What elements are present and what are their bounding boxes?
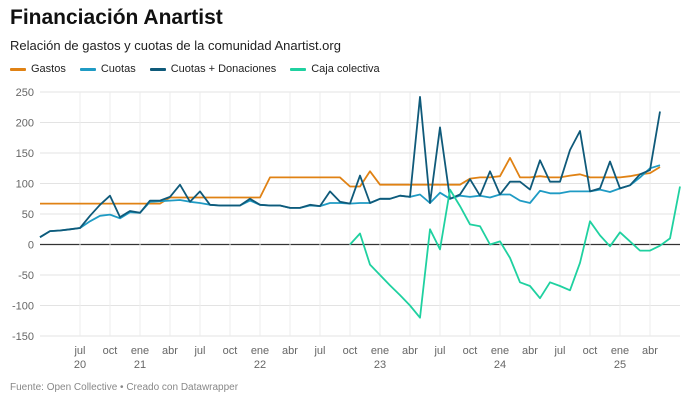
x-tick-label: oct <box>343 345 358 357</box>
legend-swatch-cuotas <box>79 67 96 71</box>
x-tick-label: ene <box>491 345 509 357</box>
y-tick-label: 100 <box>16 179 34 191</box>
x-tick-year-label: 21 <box>134 359 146 371</box>
series-line-gastos <box>40 157 661 205</box>
legend-label-cuotas-donaciones: Cuotas + Donaciones <box>170 63 277 75</box>
y-tick-label: 150 <box>16 148 34 160</box>
chart-source: Fuente: Open Collective • Creado con Dat… <box>10 382 239 393</box>
series-line-cuotas-donaciones <box>39 96 661 238</box>
legend-swatch-cuotas-donaciones <box>149 67 166 71</box>
x-tick-label: oct <box>103 345 118 357</box>
x-tick-label: abr <box>282 345 298 357</box>
legend-item-gastos: Gastos <box>10 63 66 75</box>
x-tick-label: jul <box>553 345 565 357</box>
y-tick-label: 200 <box>16 118 34 130</box>
x-tick-year-label: 23 <box>374 359 386 371</box>
x-tick-label: oct <box>583 345 598 357</box>
x-tick-year-label: 22 <box>254 359 266 371</box>
x-tick-label: ene <box>131 345 149 357</box>
x-tick-year-label: 20 <box>74 359 86 371</box>
legend-label-caja-colectiva: Caja colectiva <box>311 63 380 75</box>
x-tick-label: oct <box>463 345 478 357</box>
x-tick-label: jul <box>73 345 85 357</box>
legend-swatch-gastos <box>10 67 26 71</box>
y-tick-label: 250 <box>16 87 34 99</box>
legend-label-gastos: Gastos <box>31 63 66 75</box>
x-tick-label: oct <box>223 345 238 357</box>
x-tick-label: abr <box>642 345 658 357</box>
legend-item-caja-colectiva: Caja colectiva <box>290 63 380 75</box>
y-tick-label: -100 <box>12 301 34 313</box>
y-tick-label: -50 <box>18 270 34 282</box>
y-tick-label: 0 <box>28 240 34 252</box>
x-tick-label: jul <box>313 345 325 357</box>
y-tick-label: 50 <box>22 209 34 221</box>
x-tick-label: ene <box>251 345 269 357</box>
legend-label-cuotas: Cuotas <box>100 63 136 75</box>
x-tick-label: ene <box>371 345 389 357</box>
y-tick-label: -150 <box>12 331 34 343</box>
legend-swatch-caja-colectiva <box>290 67 307 71</box>
x-tick-label: jul <box>193 345 205 357</box>
x-tick-label: abr <box>402 345 418 357</box>
legend-item-cuotas: Cuotas <box>79 63 136 75</box>
chart-subtitle: Relación de gastos y cuotas de la comuni… <box>10 38 341 53</box>
chart-title: Financiación Anartist <box>10 6 223 29</box>
x-tick-year-label: 25 <box>614 359 626 371</box>
x-tick-year-label: 24 <box>494 359 506 371</box>
x-tick-label: ene <box>611 345 629 357</box>
x-tick-label: abr <box>522 345 538 357</box>
x-tick-label: abr <box>162 345 178 357</box>
series-line-caja-colectiva <box>349 186 681 319</box>
x-tick-label: jul <box>433 345 445 357</box>
legend: Gastos Cuotas Cuotas + Donaciones Caja c… <box>10 63 380 75</box>
legend-item-cuotas-donaciones: Cuotas + Donaciones <box>149 63 277 75</box>
